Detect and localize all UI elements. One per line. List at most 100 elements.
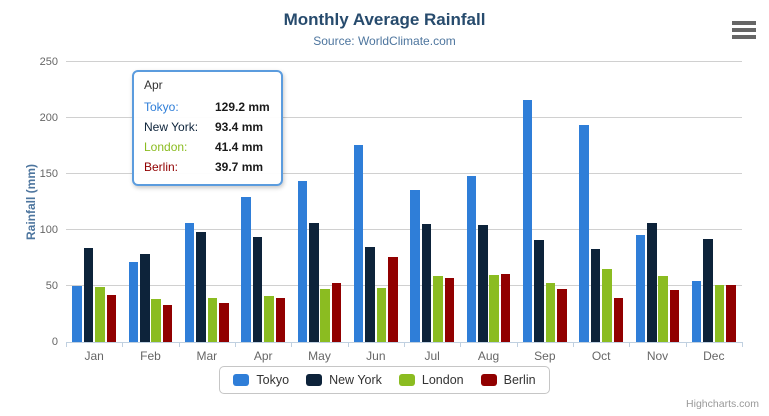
x-axis-label: Feb bbox=[140, 349, 161, 363]
bar-tokyo-nov[interactable] bbox=[635, 234, 646, 342]
x-axis-label: Aug bbox=[477, 349, 500, 363]
tooltip-series-label: Berlin: bbox=[144, 160, 179, 174]
bar-new-york-jan[interactable] bbox=[83, 248, 94, 342]
bar-tokyo-jan[interactable] bbox=[72, 286, 82, 342]
tooltip-value: 41.4 mm bbox=[215, 140, 264, 154]
bar-london-nov[interactable] bbox=[658, 275, 668, 342]
bar-berlin-may[interactable] bbox=[331, 283, 342, 342]
x-axis-label: Jun bbox=[366, 349, 386, 363]
legend-symbol bbox=[233, 374, 250, 386]
bar-new-york-dec[interactable] bbox=[703, 238, 713, 342]
y-axis-label: 200 bbox=[39, 112, 58, 124]
bar-berlin-apr[interactable] bbox=[275, 297, 286, 342]
bar-new-york-mar[interactable] bbox=[196, 231, 206, 342]
x-axis-tick bbox=[573, 342, 574, 347]
bar-tokyo-apr[interactable] bbox=[241, 197, 251, 342]
tooltip-row: New York: 93.4 mm bbox=[144, 117, 271, 137]
tooltip-series-label: New York: bbox=[144, 120, 199, 134]
bar-london-feb[interactable] bbox=[151, 298, 161, 342]
x-axis-label: Jul bbox=[424, 349, 440, 363]
y-axis-label: 150 bbox=[39, 168, 58, 180]
bar-london-may[interactable] bbox=[320, 289, 330, 342]
tooltip-value: 39.7 mm bbox=[215, 160, 264, 174]
legend-item-tokyo[interactable]: Tokyo bbox=[233, 373, 289, 387]
x-axis-label: Sep bbox=[534, 349, 556, 363]
legend-symbol bbox=[398, 374, 415, 386]
bar-london-mar[interactable] bbox=[207, 298, 218, 342]
y-axis-label: 50 bbox=[45, 280, 58, 292]
tooltip-row: Tokyo: 129.2 mm bbox=[144, 97, 271, 117]
legend-label: London bbox=[421, 373, 464, 387]
bar-new-york-aug[interactable] bbox=[478, 225, 488, 342]
bar-berlin-oct[interactable] bbox=[613, 298, 624, 342]
bar-berlin-feb[interactable] bbox=[162, 304, 173, 342]
export-menu-button[interactable] bbox=[729, 18, 759, 42]
legend-item-berlin[interactable]: Berlin bbox=[480, 373, 536, 387]
bar-berlin-dec[interactable] bbox=[726, 284, 736, 342]
bar-berlin-mar[interactable] bbox=[219, 303, 229, 342]
bar-new-york-nov[interactable] bbox=[647, 222, 657, 342]
tooltip-row: London: 41.4 mm bbox=[144, 137, 271, 157]
legend-box: Tokyo New York London Berlin bbox=[219, 366, 550, 394]
bar-berlin-nov[interactable] bbox=[669, 289, 680, 342]
bar-berlin-jan[interactable] bbox=[106, 294, 117, 342]
x-axis-label: Oct bbox=[591, 349, 611, 363]
gridline bbox=[66, 229, 742, 230]
bar-london-dec[interactable] bbox=[714, 284, 725, 342]
bar-new-york-may[interactable] bbox=[309, 223, 319, 342]
x-axis-tick bbox=[742, 342, 743, 347]
y-axis-label: 250 bbox=[39, 56, 58, 68]
x-axis-tick bbox=[291, 342, 292, 347]
bar-berlin-jun[interactable] bbox=[388, 257, 398, 342]
bar-berlin-jul[interactable] bbox=[444, 277, 455, 342]
bar-london-oct[interactable] bbox=[602, 269, 612, 342]
x-axis-label: Dec bbox=[703, 349, 725, 363]
bar-new-york-jul[interactable] bbox=[421, 224, 432, 342]
gridline bbox=[66, 117, 742, 118]
legend-symbol bbox=[480, 374, 497, 386]
tooltip-series-label: London: bbox=[144, 140, 188, 154]
bar-tokyo-oct[interactable] bbox=[579, 124, 589, 342]
bar-london-sep[interactable] bbox=[545, 283, 556, 342]
legend-symbol bbox=[306, 374, 323, 386]
bar-new-york-feb[interactable] bbox=[140, 253, 150, 342]
bar-london-jul[interactable] bbox=[433, 275, 443, 342]
bar-berlin-sep[interactable] bbox=[557, 288, 567, 342]
bar-new-york-apr[interactable] bbox=[252, 237, 263, 342]
bar-new-york-jun[interactable] bbox=[365, 247, 375, 342]
bar-tokyo-aug[interactable] bbox=[466, 175, 477, 342]
x-axis-tick bbox=[460, 342, 461, 347]
legend: Tokyo New York London Berlin bbox=[0, 366, 769, 394]
gridline bbox=[66, 173, 742, 174]
x-axis-label: Jan bbox=[84, 349, 104, 363]
credits-link[interactable]: Highcharts.com bbox=[686, 398, 759, 410]
bar-london-aug[interactable] bbox=[489, 275, 499, 342]
tooltip-value: 93.4 mm bbox=[215, 120, 264, 134]
bar-tokyo-sep[interactable] bbox=[522, 99, 533, 342]
bar-tokyo-may[interactable] bbox=[297, 180, 308, 342]
y-axis-label: 100 bbox=[39, 224, 58, 236]
bar-london-jan[interactable] bbox=[95, 287, 105, 342]
bar-new-york-sep[interactable] bbox=[534, 239, 544, 342]
x-axis-tick bbox=[517, 342, 518, 347]
legend-item-london[interactable]: London bbox=[398, 373, 464, 387]
bar-tokyo-jul[interactable] bbox=[410, 190, 420, 342]
legend-item-new-york[interactable]: New York bbox=[306, 373, 382, 387]
x-axis-tick bbox=[348, 342, 349, 347]
bar-london-apr[interactable] bbox=[264, 295, 274, 342]
bar-london-jun[interactable] bbox=[376, 287, 387, 342]
bar-tokyo-feb[interactable] bbox=[128, 261, 139, 342]
x-axis-tick bbox=[122, 342, 123, 347]
bar-berlin-aug[interactable] bbox=[500, 274, 511, 342]
tooltip-series-label: Tokyo: bbox=[144, 100, 179, 114]
hamburger-icon bbox=[732, 21, 756, 39]
x-axis-tick bbox=[66, 342, 67, 347]
x-axis-tick bbox=[686, 342, 687, 347]
bar-tokyo-jun[interactable] bbox=[353, 144, 364, 342]
legend-label: Berlin bbox=[503, 373, 536, 387]
bar-new-york-oct[interactable] bbox=[590, 248, 601, 342]
bar-tokyo-dec[interactable] bbox=[691, 281, 702, 342]
bar-tokyo-mar[interactable] bbox=[184, 222, 195, 342]
x-axis-label: Nov bbox=[646, 349, 669, 363]
x-axis-label: May bbox=[308, 349, 331, 363]
